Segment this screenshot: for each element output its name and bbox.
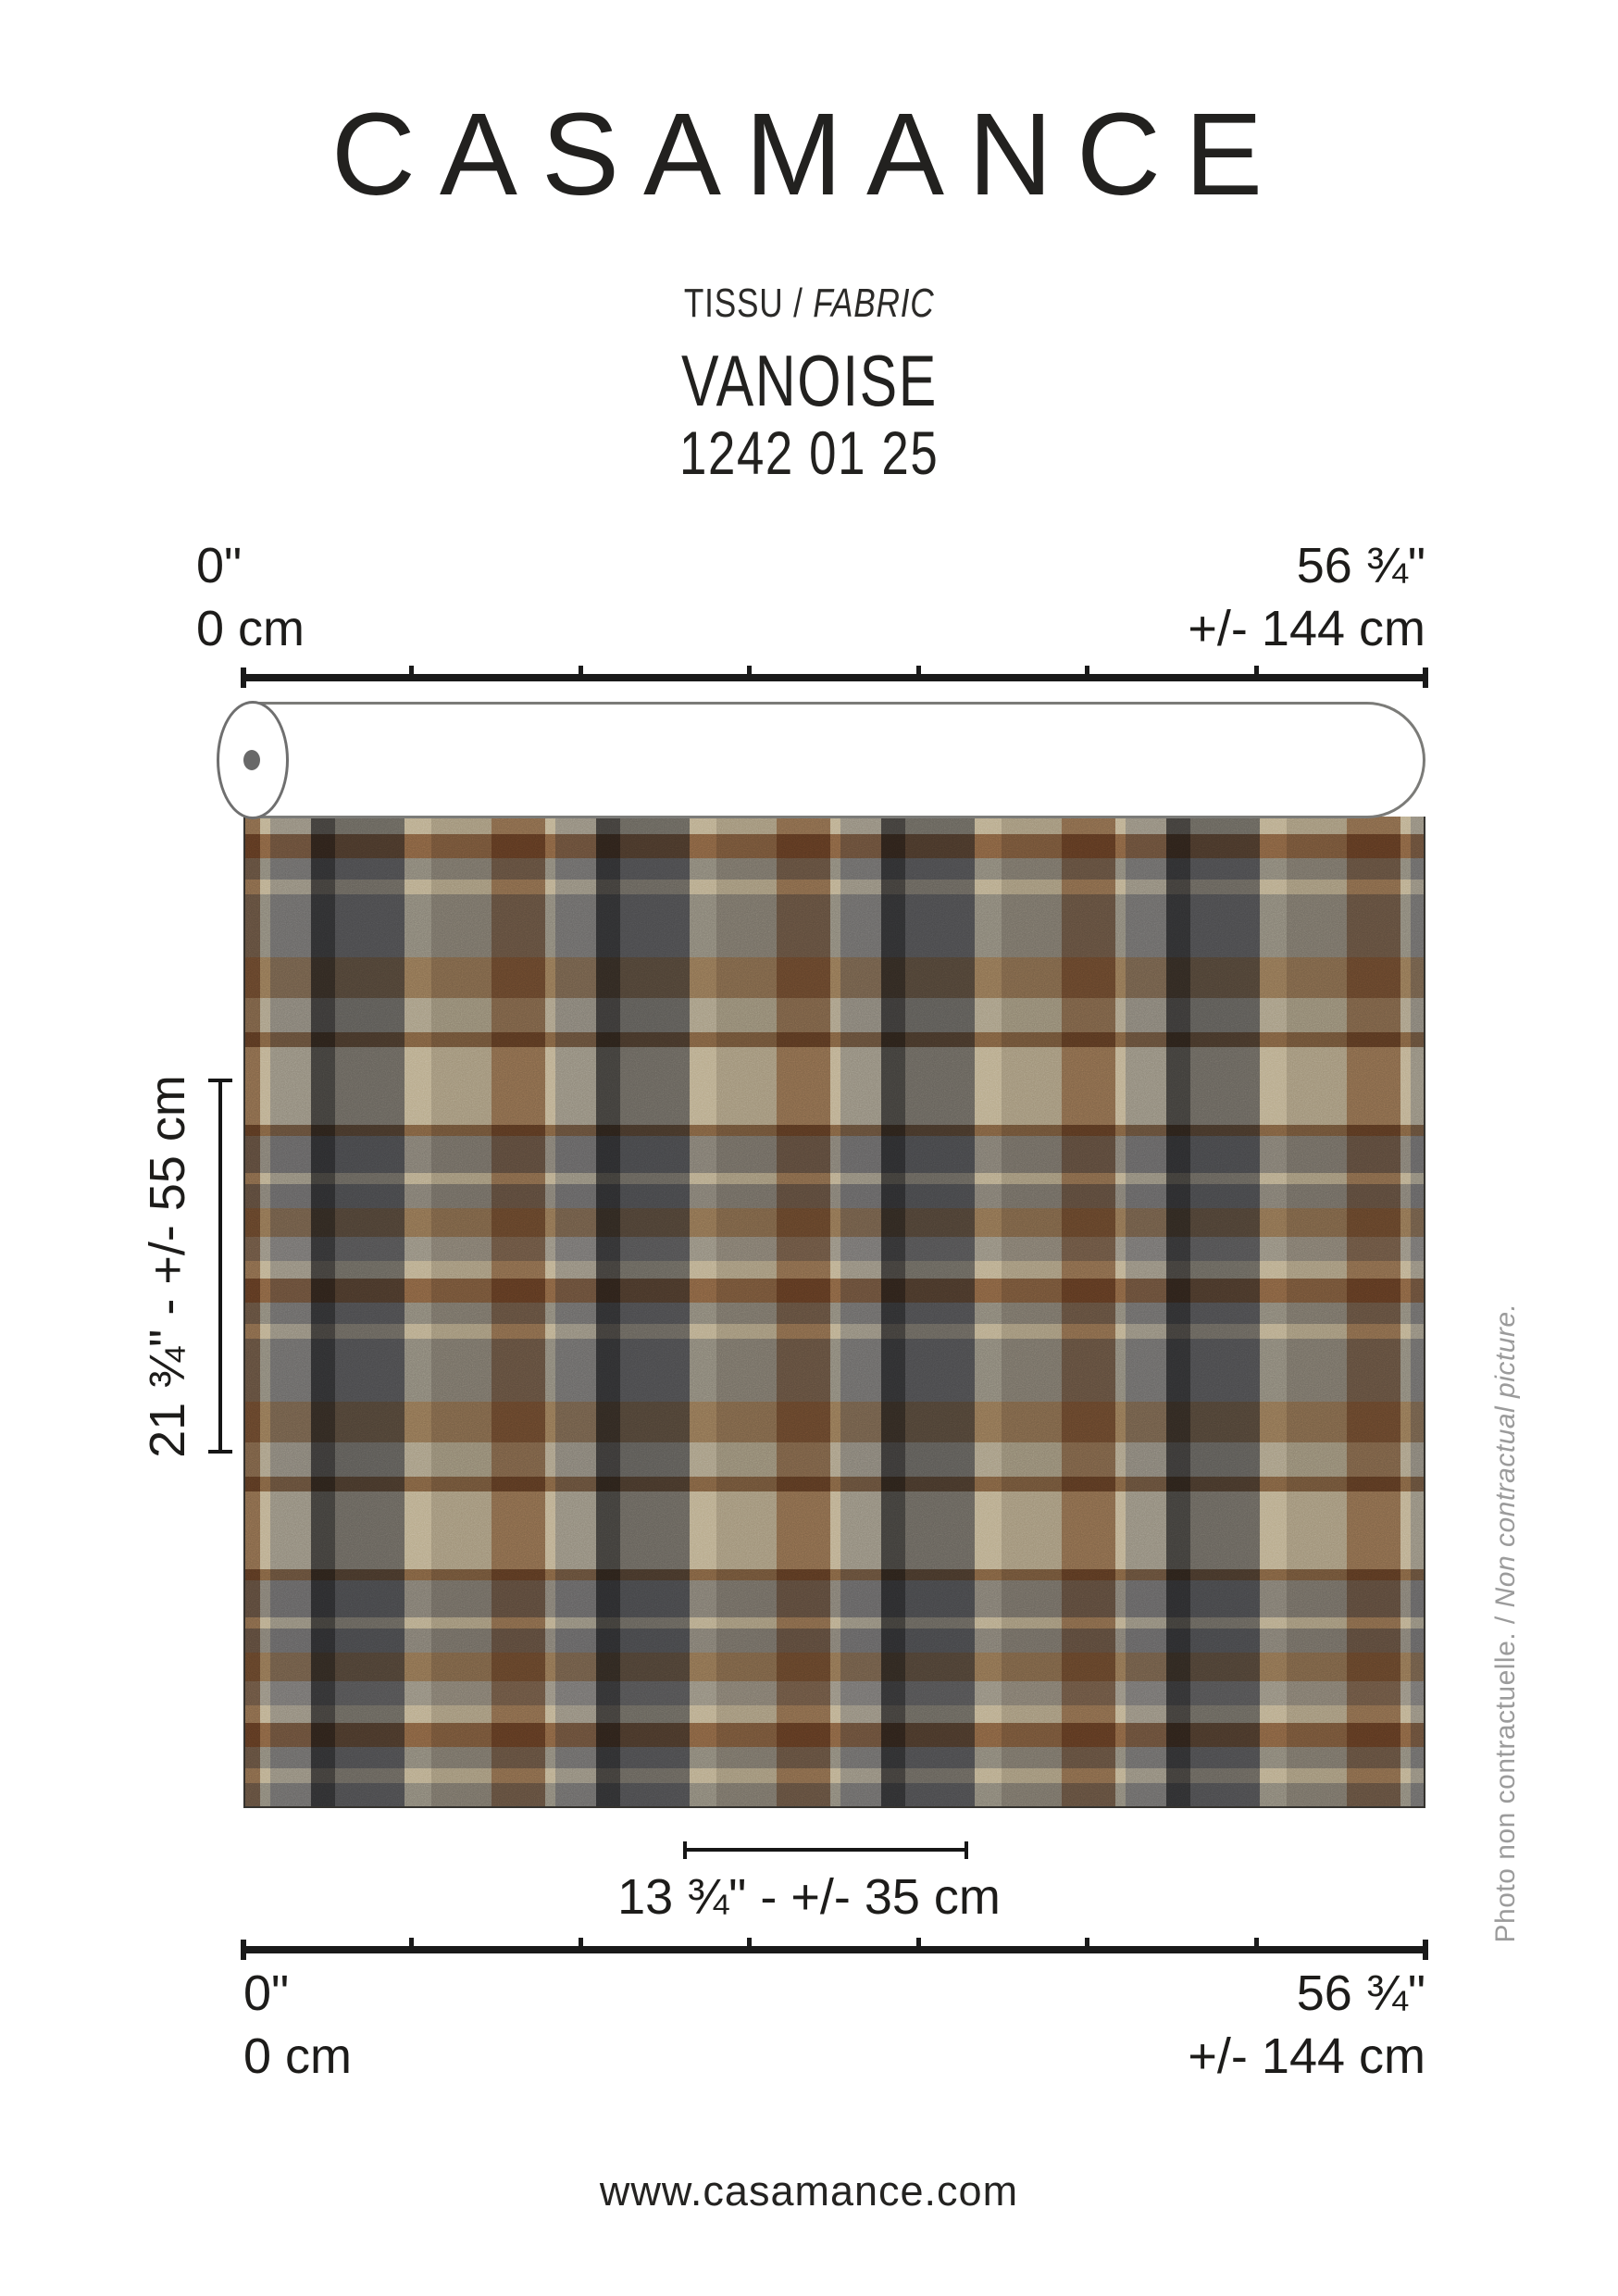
bottom-right-inches-label: 56 ¾" bbox=[1296, 1965, 1425, 2021]
wool-texture-overlay bbox=[245, 817, 1424, 1806]
category-fr: TISSU bbox=[683, 281, 784, 326]
top-right-cm-label: +/- 144 cm bbox=[1188, 601, 1425, 656]
ruler-tick bbox=[241, 1940, 246, 1960]
ruler-tick bbox=[915, 666, 921, 674]
fabric-roll-body bbox=[252, 702, 1425, 818]
top-width-ruler bbox=[241, 666, 1428, 688]
ruler-tick bbox=[747, 666, 753, 674]
ruler-tick bbox=[578, 666, 583, 674]
horizontal-repeat-bracket bbox=[683, 1848, 968, 1852]
product-reference: 1242 01 25 bbox=[678, 418, 940, 487]
top-right-inches-label: 56 ¾" bbox=[1296, 538, 1425, 593]
fabric-roll-end-cap bbox=[217, 701, 289, 819]
vertical-repeat-label: 21 ¾" - +/- 55 cm bbox=[140, 1075, 195, 1458]
bottom-right-cm-label: +/- 144 cm bbox=[1188, 2028, 1425, 2084]
ruler-tick bbox=[1085, 1938, 1090, 1946]
fabric-swatch-photo bbox=[243, 817, 1425, 1808]
ruler-tick bbox=[1423, 1940, 1428, 1960]
ruler-tick bbox=[578, 1938, 583, 1946]
top-left-cm-label: 0 cm bbox=[196, 601, 305, 656]
website-url: www.casamance.com bbox=[599, 2167, 1019, 2215]
photo-disclaimer: Photo non contractuelle. / Non contractu… bbox=[1490, 1303, 1521, 1943]
bottom-left-cm-label: 0 cm bbox=[243, 2028, 353, 2084]
vertical-repeat-bracket bbox=[218, 1080, 222, 1452]
brand-logo: CASAMANCE bbox=[330, 89, 1288, 219]
vertical-bracket-top-cap bbox=[208, 1079, 232, 1082]
ruler-tick bbox=[1253, 1938, 1259, 1946]
category-separator: / bbox=[783, 281, 814, 326]
disclaimer-fr: Photo non contractuelle. / bbox=[1490, 1607, 1521, 1943]
horizontal-bracket-left-cap bbox=[683, 1841, 687, 1859]
ruler-tick bbox=[1253, 666, 1259, 674]
product-category: TISSU / FABRIC bbox=[0, 283, 1618, 324]
ruler-tick bbox=[1085, 666, 1090, 674]
top-left-inches-label: 0" bbox=[196, 538, 243, 593]
ruler-tick bbox=[409, 1938, 415, 1946]
ruler-tick bbox=[915, 1938, 921, 1946]
bottom-left-inches-label: 0" bbox=[243, 1965, 290, 2021]
bottom-width-ruler bbox=[241, 1938, 1428, 1960]
horizontal-repeat-label: 13 ¾" - +/- 35 cm bbox=[617, 1869, 1001, 1925]
disclaimer-en: Non contractual picture. bbox=[1490, 1303, 1521, 1608]
ruler-tick bbox=[747, 1938, 753, 1946]
ruler-tick bbox=[241, 668, 246, 688]
fabric-roll-core-dot bbox=[243, 750, 260, 770]
ruler-tick bbox=[409, 666, 415, 674]
category-en: FABRIC bbox=[813, 281, 935, 326]
product-name: VANOISE bbox=[680, 340, 938, 421]
vertical-bracket-bottom-cap bbox=[208, 1450, 232, 1454]
ruler-tick bbox=[1423, 668, 1428, 688]
horizontal-bracket-right-cap bbox=[965, 1841, 968, 1859]
